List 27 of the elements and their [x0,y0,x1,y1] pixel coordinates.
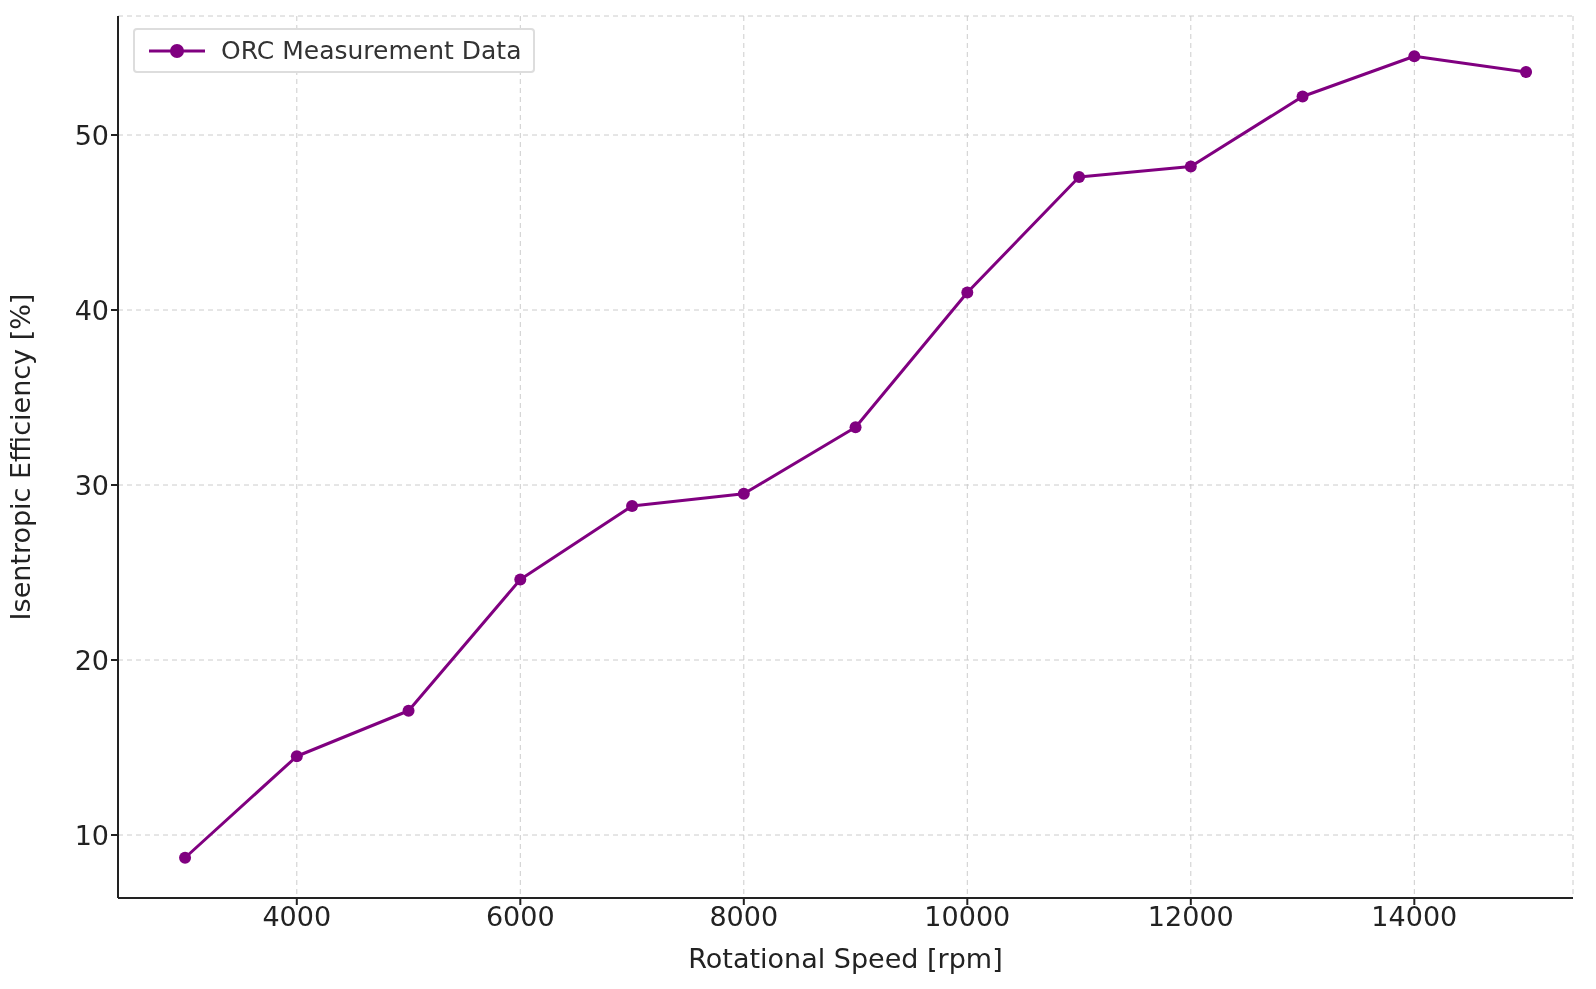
x-tick-label: 4000 [262,901,332,933]
y-axis-title: Isentropic Efficiency [%] [4,293,36,621]
y-tick-label: 10 [74,819,109,851]
point [1296,90,1309,103]
y-tick-label: 30 [74,469,109,501]
x-tick-label: 6000 [485,901,555,933]
point [626,500,639,512]
point [1184,160,1197,173]
x-axis-title: Rotational Speed [rpm] [688,943,1003,974]
point [1073,171,1086,183]
x-tick-label: 12000 [1147,901,1234,933]
point [179,851,192,864]
point [514,573,527,586]
point [1520,66,1533,78]
legend-label: ORC Measurement Data [221,36,522,65]
point [402,704,415,717]
y-tick-label: 20 [74,644,109,676]
point [961,286,974,299]
point [290,750,303,763]
x-tick-label: 10000 [924,901,1011,933]
point [1408,50,1421,63]
x-tick-label: 14000 [1371,901,1458,933]
y-tick-label: 40 [74,294,109,326]
point [737,487,750,500]
point [849,421,862,434]
x-tick-label: 8000 [709,901,779,933]
y-tick-label: 50 [74,119,109,151]
